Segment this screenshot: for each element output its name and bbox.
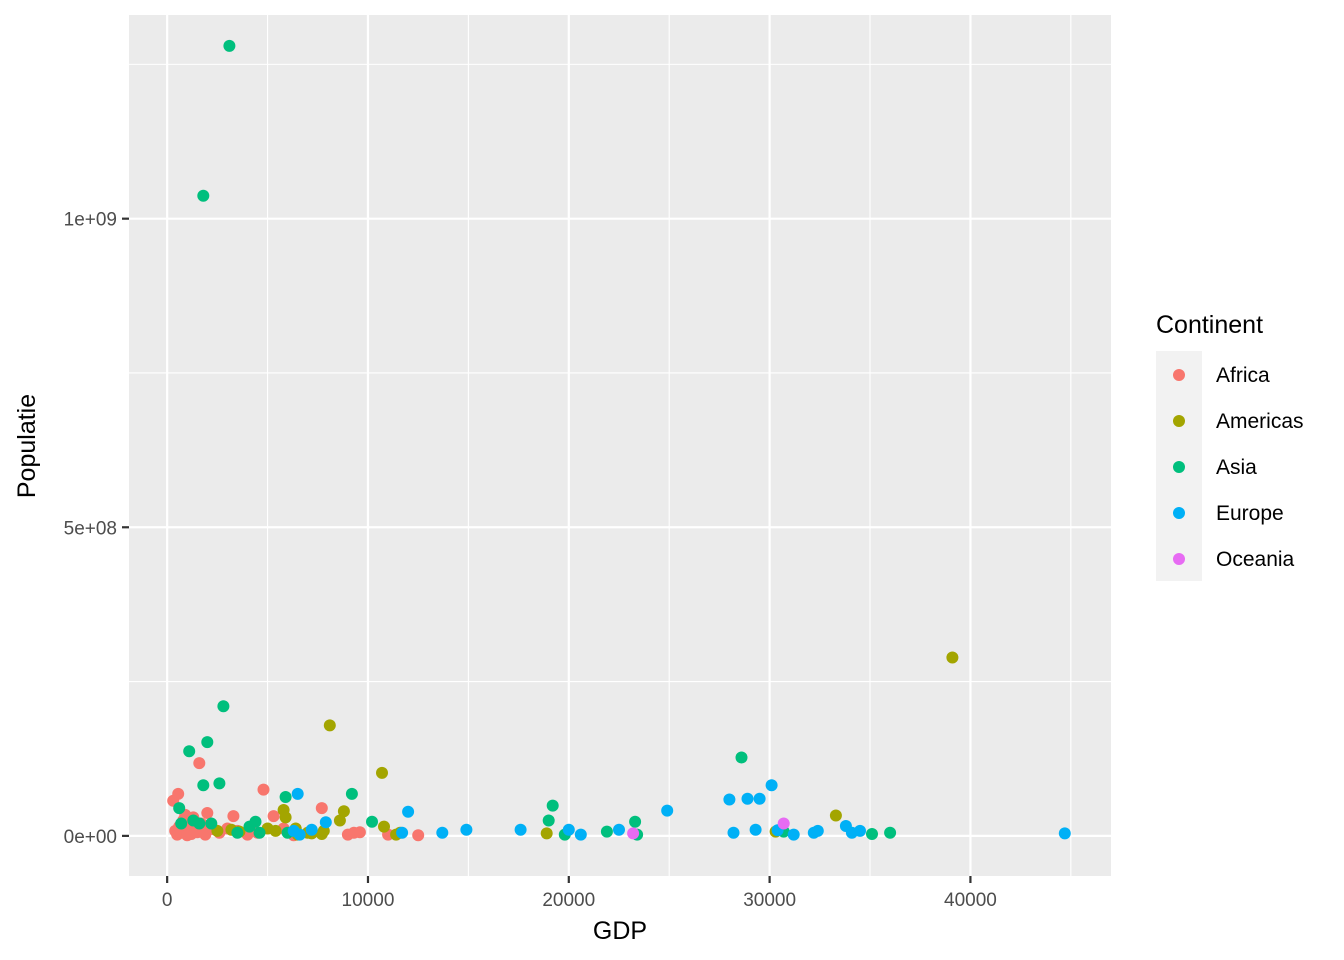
legend-key-europe xyxy=(1173,507,1185,519)
point-africa xyxy=(227,810,240,823)
point-asia xyxy=(546,799,559,812)
point-asia xyxy=(253,826,266,839)
point-asia xyxy=(249,815,262,828)
point-americas xyxy=(378,820,390,833)
point-africa xyxy=(353,826,366,839)
point-asia xyxy=(223,39,236,52)
point-americas xyxy=(337,805,350,818)
point-oceania xyxy=(777,817,790,830)
point-europe xyxy=(436,826,449,839)
point-europe xyxy=(1058,827,1071,840)
point-europe xyxy=(574,828,587,841)
point-asia xyxy=(197,779,210,792)
point-europe xyxy=(741,792,754,805)
point-europe xyxy=(787,828,800,841)
point-asia xyxy=(183,745,196,758)
point-europe xyxy=(727,826,740,839)
legend-label-asia: Asia xyxy=(1216,456,1257,479)
point-europe xyxy=(765,779,778,792)
point-africa xyxy=(257,783,270,796)
point-asia xyxy=(542,814,555,827)
x-tick-label: 40000 xyxy=(944,890,997,911)
minor-gridlines xyxy=(129,15,1111,876)
point-americas xyxy=(540,827,553,840)
y-tick-label: 0e+00 xyxy=(64,827,117,848)
x-tick-label: 20000 xyxy=(542,890,595,911)
point-asia xyxy=(884,826,897,839)
point-asia xyxy=(217,700,230,713)
point-europe xyxy=(723,793,736,806)
point-europe xyxy=(753,792,766,805)
point-americas xyxy=(376,766,388,779)
point-asia xyxy=(205,817,218,830)
point-asia xyxy=(600,825,613,838)
point-asia xyxy=(279,791,292,803)
point-asia xyxy=(345,787,358,800)
point-europe xyxy=(460,823,473,836)
point-europe xyxy=(562,823,575,836)
legend-key-americas xyxy=(1173,415,1185,427)
point-europe xyxy=(613,823,625,836)
point-americas xyxy=(269,824,282,837)
legend-label-africa: Africa xyxy=(1216,364,1270,387)
point-americas xyxy=(946,651,959,664)
point-asia xyxy=(629,815,642,828)
point-africa xyxy=(201,807,214,819)
point-asia xyxy=(866,828,878,840)
plot-panel xyxy=(129,15,1111,876)
point-asia xyxy=(197,189,210,202)
x-axis: 0 10000 20000 30000 40000 xyxy=(162,876,997,911)
legend-key-africa xyxy=(1173,369,1185,381)
x-tick-label: 10000 xyxy=(342,890,395,911)
point-europe xyxy=(811,824,824,837)
point-asia xyxy=(201,736,214,749)
point-africa xyxy=(172,787,185,800)
y-tick-label: 1e+09 xyxy=(64,210,117,231)
point-asia xyxy=(231,826,244,839)
point-europe xyxy=(396,826,409,839)
point-europe xyxy=(293,828,306,841)
point-oceania xyxy=(627,827,640,840)
point-americas xyxy=(323,719,336,732)
legend-key-oceania xyxy=(1173,553,1185,565)
legend-label-europe: Europe xyxy=(1216,502,1284,525)
legend-label-oceania: Oceania xyxy=(1216,548,1295,571)
point-asia xyxy=(735,751,748,764)
point-europe xyxy=(319,816,332,829)
legend-items: Africa Americas Asia Europe Oceania xyxy=(1173,364,1304,571)
x-axis-title: GDP xyxy=(593,917,647,945)
legend-key-asia xyxy=(1173,461,1185,473)
point-africa xyxy=(315,802,328,815)
point-europe xyxy=(661,804,674,817)
point-asia xyxy=(173,802,186,815)
point-europe xyxy=(402,805,415,818)
legend-label-americas: Americas xyxy=(1216,410,1304,433)
point-europe xyxy=(514,823,527,836)
legend-title: Continent xyxy=(1156,311,1263,339)
point-asia xyxy=(366,815,378,828)
x-tick-label: 0 xyxy=(162,890,173,911)
point-asia xyxy=(175,817,188,830)
point-asia xyxy=(193,817,206,830)
point-asia xyxy=(213,777,226,790)
point-europe xyxy=(854,824,866,837)
y-axis-title: Populatie xyxy=(13,394,41,498)
point-africa xyxy=(193,757,206,770)
y-tick-label: 5e+08 xyxy=(64,518,117,539)
point-americas xyxy=(829,809,842,822)
data-points xyxy=(167,39,1071,842)
x-tick-label: 30000 xyxy=(743,890,796,911)
point-americas xyxy=(333,814,346,827)
point-europe xyxy=(305,823,318,836)
point-africa xyxy=(267,810,280,823)
point-americas xyxy=(279,811,292,824)
point-europe xyxy=(749,823,762,836)
legend: Continent Africa Americas Asia Europe Oceani… xyxy=(1156,311,1304,581)
point-africa xyxy=(412,829,425,842)
point-europe xyxy=(291,787,304,800)
y-axis: 0e+00 5e+08 1e+09 xyxy=(64,210,129,848)
